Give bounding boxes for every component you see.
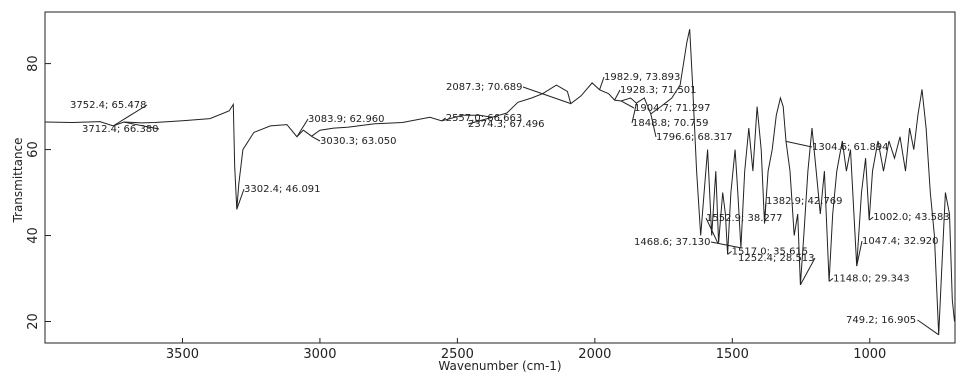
peak-annotations: 3752.4; 65.478 3712.4; 66.380 3302.4; 46.0… [70, 72, 950, 336]
x-tick-label: 3000 [303, 347, 336, 362]
peak-leader-line [522, 86, 572, 105]
peak-label: 3712.4; 66.380 [82, 124, 159, 135]
y-tick-label: 40 [26, 227, 41, 244]
peak-label: 3752.4; 65.478 [70, 100, 147, 111]
peak-leader-line [112, 104, 148, 127]
peak-leader-line [311, 136, 321, 142]
peak-leader-line [917, 319, 940, 336]
peak-leader-line [296, 118, 309, 138]
x-tick-label: 2500 [441, 347, 474, 362]
plot-frame [44, 11, 956, 344]
peak-label: 2557.0; 66.663 [446, 113, 523, 124]
peak-leader-line [123, 121, 160, 130]
x-tick-label: 2000 [578, 347, 611, 362]
y-tick-label: 80 [26, 55, 41, 72]
peak-leader-line [785, 140, 813, 148]
peak-label: 1382.9; 42.769 [766, 196, 843, 207]
peak-label: 1002.0; 43.583 [873, 212, 950, 223]
peak-label: 1304.6; 61.894 [812, 142, 889, 153]
peak-leader-line [764, 200, 767, 224]
x-axis-label: Wavenumber (cm-1) [438, 359, 561, 373]
peak-label: 3030.3; 63.050 [320, 136, 397, 147]
peak-leader-line [599, 76, 605, 91]
peak-leader-line [828, 277, 834, 282]
peak-label: 1148.0; 29.343 [833, 273, 910, 284]
peak-label: 1252.4; 28.513 [738, 253, 815, 264]
y-tick-label: 60 [26, 141, 41, 158]
peak-label: 1848.8; 70.759 [632, 118, 709, 129]
y-tick-label: 20 [26, 313, 41, 330]
x-tick-label: 1000 [853, 347, 886, 362]
x-tick-label: 3500 [166, 347, 199, 362]
x-axis: 3500 3000 2500 2000 1500 1000 [166, 338, 886, 362]
series-line [44, 29, 955, 335]
peak-leader-line [727, 250, 732, 255]
peak-label: 1047.4; 32.920 [862, 236, 939, 247]
peak-leader-line [705, 217, 719, 244]
peak-label: 1928.3; 71.501 [620, 85, 697, 96]
peak-label: 3083.9; 62.960 [308, 114, 385, 125]
peak-leader-line [620, 100, 635, 109]
peak-leader-line [441, 117, 447, 122]
peak-leader-line [650, 113, 657, 138]
peak-label: 2374.3; 67.496 [468, 119, 545, 130]
peak-label: 1796.6; 68.317 [656, 132, 733, 143]
peak-label: 1904.7; 71.297 [634, 103, 711, 114]
peak-label: 2087.3; 70.689 [446, 82, 523, 93]
peak-label: 1517.0; 35.615 [732, 246, 809, 257]
x-tick-label: 1500 [716, 347, 749, 362]
peak-leader-line [868, 216, 874, 221]
peak-leader-line [856, 240, 863, 267]
peak-leader-line [710, 241, 742, 249]
peak-label: 1552.9; 38.277 [706, 213, 783, 224]
peak-leader-line [799, 257, 816, 286]
peak-label: 1468.6; 37.130 [634, 237, 711, 248]
peak-leader-line [236, 188, 245, 210]
y-axis-label: Transmittance [11, 137, 25, 223]
y-axis: 20 40 60 80 [26, 55, 51, 330]
peak-label: 1982.9, 73.893 [604, 72, 680, 83]
peak-label: 3302.4; 46.091 [244, 184, 321, 195]
peak-leader-line [631, 103, 637, 124]
peak-leader-line [614, 89, 621, 101]
peak-leader-line [467, 116, 493, 125]
peak-label: 749.2; 16.905 [846, 315, 916, 326]
